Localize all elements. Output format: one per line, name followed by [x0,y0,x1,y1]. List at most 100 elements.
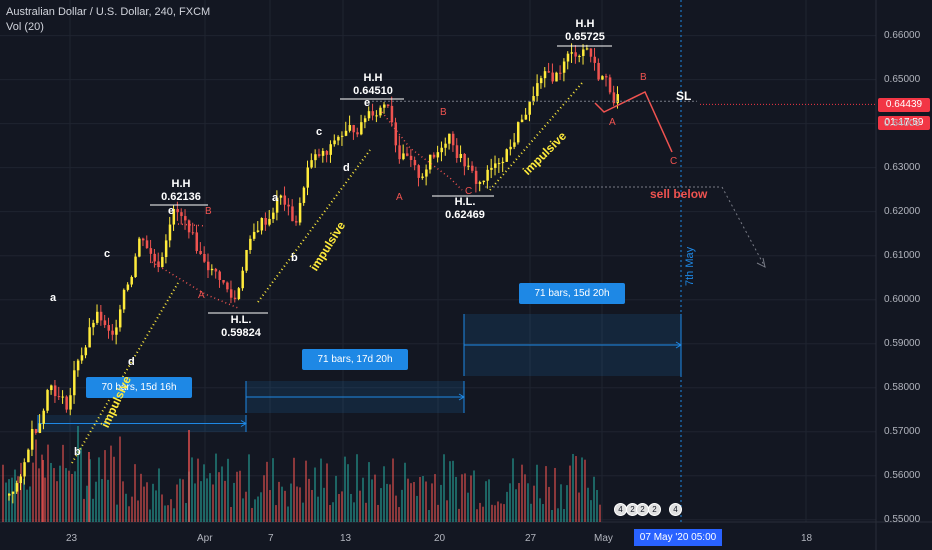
x-tick-label: 7 [268,533,274,544]
volume-bar [42,460,44,522]
volume-bar [524,474,526,522]
volume-bar [569,465,571,522]
volume-bar [512,458,514,522]
candle-body [218,271,221,280]
candle-body [237,288,241,300]
candle-body [92,322,95,328]
grid-lines [0,0,876,522]
volume-bar [122,481,124,522]
candle-body [317,154,321,156]
volume-bar [374,474,376,522]
volume-bar [407,478,409,522]
bar-count-box: 70 bars, 15d 16h [86,377,192,398]
candle-body [532,96,535,102]
volume-bar [437,504,439,522]
candle-body [406,153,409,156]
volume-bar [194,483,196,522]
y-tick-label: 0.64000 [884,117,921,129]
candle-body [340,135,344,137]
volume-bar [539,498,541,522]
candle-body [73,370,76,396]
candle-body [88,327,91,348]
volume-bar [182,479,184,522]
candle-body [145,240,149,249]
volume-bar [416,495,418,522]
candle-body [551,72,554,82]
volume-bar [521,464,523,522]
volume-bar [47,444,49,522]
bar-range-arrowhead [240,420,247,427]
wave-label: d [343,162,350,174]
candle-body [371,111,375,116]
candle-body [111,330,114,335]
candle-body [61,396,65,398]
event-badge[interactable]: 2 [648,503,661,516]
candle-body [180,212,183,217]
candle-body [222,279,225,283]
candle-body [214,268,218,272]
candle-body [233,297,237,300]
candle-body [287,204,290,207]
candle-body [344,130,348,136]
candle-body [428,154,432,170]
volume-bar [185,503,187,522]
volume-bar [239,470,241,522]
y-tick-label: 0.61000 [884,249,921,261]
x-tick-label: Apr [197,533,213,544]
volume-bar [479,502,481,522]
candle-body [471,165,474,171]
volume-bar [146,482,148,522]
volume-bar [299,487,301,522]
candle-body [455,145,459,159]
bar-count-box: 71 bars, 17d 20h [302,349,408,370]
candle-body [566,53,570,62]
volume-bar [260,492,262,522]
candle-body [27,449,30,463]
volume-bar [116,504,118,522]
volume-bar [527,483,529,522]
event-badge[interactable]: 4 [669,503,682,516]
volume-bar [107,479,109,522]
candle-body [444,143,447,148]
volume-legend: Vol (20) [6,21,44,33]
volume-bar [494,505,496,522]
volume-bar [566,485,568,522]
volume-bar [545,466,547,522]
volume-bar [170,499,172,522]
volume-bar [209,473,211,522]
candle-body [612,92,616,104]
candle-body [298,202,302,223]
candle-body [383,104,386,108]
volume-bar [338,493,340,522]
volume-bar [293,457,295,522]
volume-bar [269,490,271,522]
candle-body [306,167,309,188]
candle-body [76,360,80,371]
candle-body [134,256,137,278]
candle-body [302,187,306,203]
volume-bar [29,486,31,522]
volume-bar [398,507,400,522]
volume-bar [167,505,169,522]
candle-body [459,153,463,159]
volume-bar [212,484,214,522]
volume-bar [266,461,268,522]
volume-bar [134,464,136,522]
hl-annotation-2: H.L. 0.62469 [432,196,498,222]
volume-bar [458,508,460,522]
hl-value: 0.59824 [221,327,261,339]
candle-body [494,163,497,168]
volume-bar [593,476,595,522]
volume-bar [2,464,4,522]
volume-bar [482,506,484,522]
candle-body [463,153,466,167]
volume-bar [380,488,382,522]
volume-bar [500,503,502,522]
corrective-dotted [151,261,239,309]
volume-bar [98,457,100,522]
y-tick-label: 0.59000 [884,337,921,349]
volume-bar [515,489,517,522]
volume-bar [227,458,229,522]
